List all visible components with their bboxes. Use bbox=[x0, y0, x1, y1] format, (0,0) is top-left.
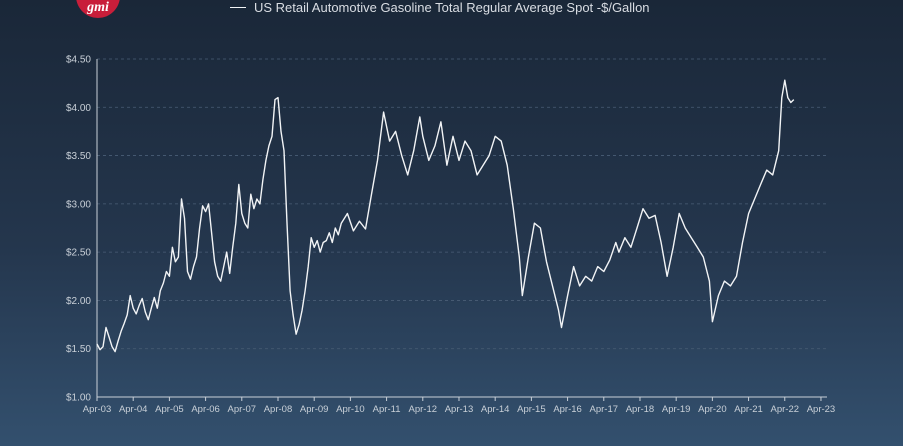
x-tick-label: Apr-11 bbox=[373, 404, 401, 415]
x-tick-label: Apr-08 bbox=[264, 404, 293, 415]
y-tick-label: $1.00 bbox=[66, 393, 91, 404]
x-tick-label: Apr-23 bbox=[807, 404, 836, 415]
x-tick-label: Apr-18 bbox=[626, 404, 655, 415]
series-line bbox=[96, 79, 795, 353]
chart-legend: US Retail Automotive Gasoline Total Regu… bbox=[230, 0, 650, 15]
x-tick-label: Apr-19 bbox=[662, 404, 691, 415]
y-tick-label: $3.50 bbox=[66, 151, 91, 162]
x-tick-label: Apr-21 bbox=[734, 404, 763, 415]
x-tick-label: Apr-16 bbox=[553, 404, 582, 415]
x-tick-label: Apr-06 bbox=[191, 404, 220, 415]
x-tick-label: Apr-04 bbox=[119, 404, 148, 415]
y-tick-label: $1.50 bbox=[66, 344, 91, 355]
y-tick-label: $2.50 bbox=[66, 248, 91, 259]
legend-line-swatch bbox=[230, 6, 246, 9]
y-tick-label: $3.00 bbox=[66, 199, 91, 210]
y-tick-label: $4.00 bbox=[66, 103, 91, 114]
x-tick-label: Apr-13 bbox=[445, 404, 474, 415]
x-tick-label: Apr-09 bbox=[300, 404, 329, 415]
logo-text: gmi bbox=[87, 0, 109, 15]
x-tick-label: Apr-22 bbox=[771, 404, 800, 415]
x-tick-label: Apr-12 bbox=[409, 404, 438, 415]
x-tick-label: Apr-14 bbox=[481, 404, 510, 415]
y-tick-label: $4.50 bbox=[66, 55, 91, 66]
legend-label: US Retail Automotive Gasoline Total Regu… bbox=[254, 0, 650, 15]
x-tick-label: Apr-03 bbox=[83, 404, 112, 415]
x-tick-label: Apr-10 bbox=[336, 404, 365, 415]
gmi-logo: gmi bbox=[76, 0, 120, 18]
x-tick-label: Apr-15 bbox=[517, 404, 546, 415]
x-tick-label: Apr-07 bbox=[228, 404, 257, 415]
x-tick-label: Apr-05 bbox=[155, 404, 184, 415]
x-tick-label: Apr-17 bbox=[590, 404, 619, 415]
y-tick-label: $2.00 bbox=[66, 296, 91, 307]
x-tick-label: Apr-20 bbox=[698, 404, 727, 415]
